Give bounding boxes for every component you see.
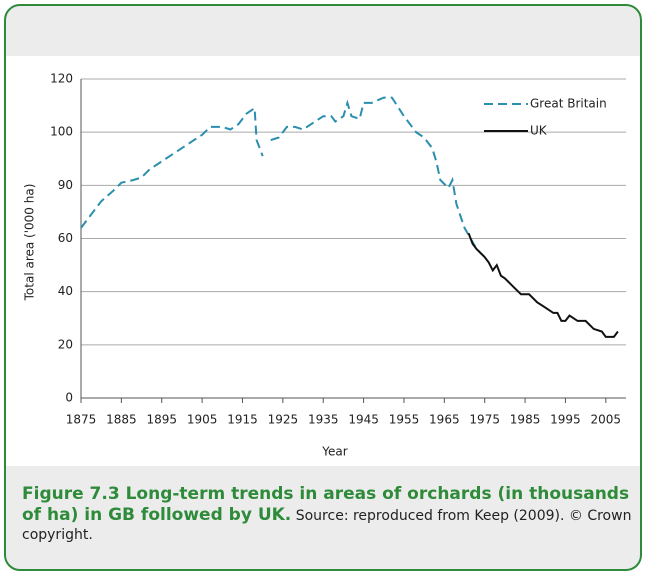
x-tick-label: 1985 [510,413,541,427]
x-tick-label: 1965 [429,413,460,427]
x-tick-label: 1875 [66,413,97,427]
y-tick-label: 20 [58,337,73,351]
legend-label: UK [530,124,548,138]
x-tick-label: 1925 [268,413,299,427]
x-tick-label: 1895 [146,413,177,427]
legend-label: Great Britain [530,97,607,111]
caption: Figure 7.3 Long-term trends in areas of … [22,484,632,545]
x-tick-label: 1945 [348,413,379,427]
figure-frame: Year Total area ('000 ha) 0 20 40 60 90 100 12… [4,4,642,571]
y-tick-label: 120 [50,72,73,86]
line-series [467,232,619,338]
x-tick-label: 1935 [308,413,339,427]
caption-source: Source: reproduced from Keep (2009). © C… [22,508,632,543]
x-tick-label: 1975 [469,413,500,427]
line-series [80,96,486,258]
y-tick-label: 90 [58,178,73,192]
x-tick-label: 2005 [591,413,622,427]
figure-caption: Figure 7.3 Long-term trends in areas of … [22,484,630,525]
y-tick-label: 60 [58,231,73,245]
x-tick-label: 1955 [389,413,420,427]
x-tick-label: 1885 [106,413,137,427]
x-tick-label: 1905 [187,413,218,427]
y-tick-label: 40 [58,284,73,298]
x-axis-label: Year [321,445,347,459]
y-tick-label: 100 [50,125,73,139]
x-tick-label: 1995 [550,413,581,427]
y-tick-label: 0 [65,391,73,405]
chart: Year Total area ('000 ha) 0 20 40 60 90 100 12… [23,72,626,459]
x-tick-label: 1915 [227,413,258,427]
y-axis-label: Total area ('000 ha) [23,184,37,302]
